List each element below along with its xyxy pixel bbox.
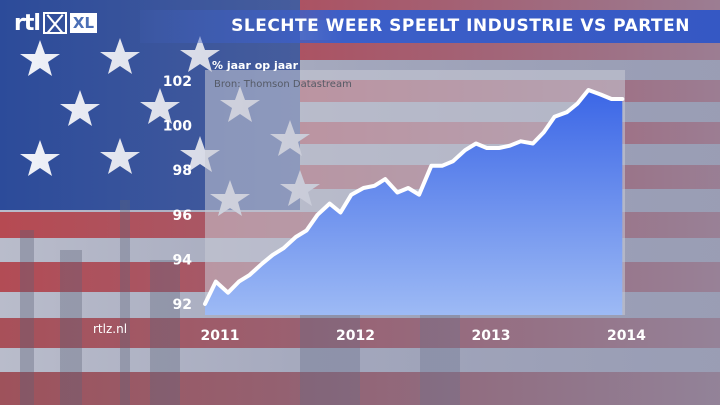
logo-x-mark — [42, 12, 67, 34]
y-axis-label: % jaar op jaar — [212, 59, 299, 72]
rtl-logo: rtl XL — [14, 10, 98, 36]
y-tick-label: 100 — [163, 119, 192, 135]
y-tick-label: 98 — [173, 163, 192, 179]
logo-text: rtl — [14, 10, 41, 36]
x-tick-label: 2011 — [201, 328, 240, 344]
series-area — [205, 90, 623, 315]
x-tick-label: 2014 — [607, 328, 646, 344]
website-label: rtlz.nl — [93, 322, 128, 336]
logo-sub: XL — [69, 13, 98, 33]
y-tick-label: 96 — [173, 208, 192, 224]
series-line — [203, 88, 625, 306]
headline-bar: SLECHTE WEER SPEELT INDUSTRIE VS PARTEN — [140, 10, 720, 43]
x-tick-label: 2012 — [336, 328, 375, 344]
source-label: Bron: Thomson Datastream — [214, 79, 352, 90]
y-tick-label: 94 — [173, 252, 193, 268]
y-tick-label: 92 — [173, 297, 192, 313]
headline: SLECHTE WEER SPEELT INDUSTRIE VS PARTEN — [231, 16, 690, 36]
x-tick-label: 2013 — [471, 328, 510, 344]
y-tick-label: 102 — [163, 74, 192, 90]
